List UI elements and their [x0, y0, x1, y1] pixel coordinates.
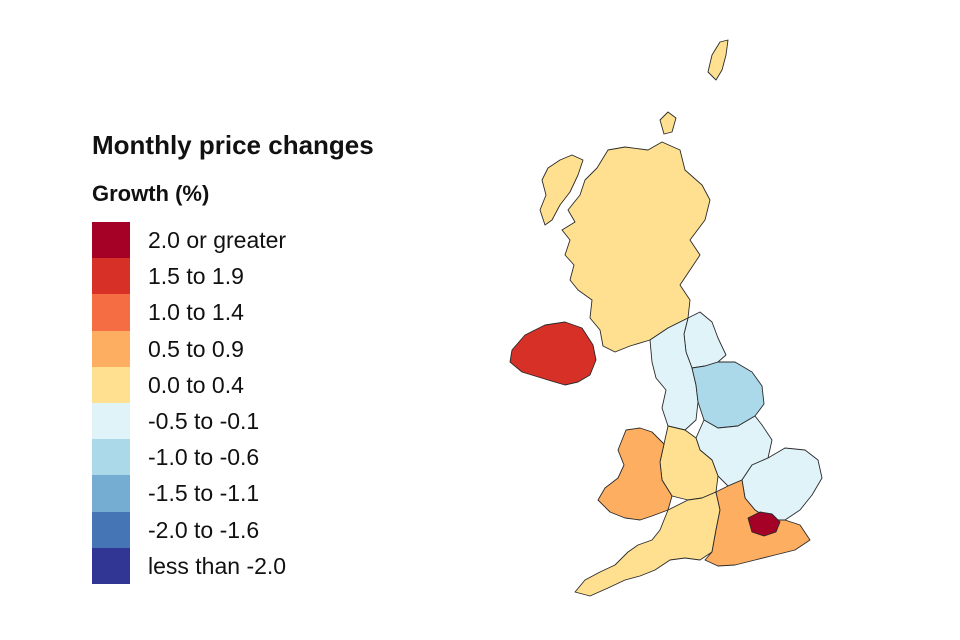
legend-swatch	[92, 511, 130, 548]
region-yorkshire-humber	[691, 361, 765, 429]
region-scotland-islands	[539, 39, 729, 226]
legend-swatch	[92, 402, 130, 440]
legend-swatch	[92, 258, 130, 295]
region-scotland	[561, 141, 711, 353]
legend-label: -0.5 to -0.1	[148, 407, 260, 434]
region-northern-ireland	[509, 321, 597, 386]
region-wales	[597, 427, 673, 521]
legend-swatch	[92, 222, 130, 259]
legend-label: -1.5 to -1.1	[148, 480, 260, 507]
legend-swatch	[92, 366, 130, 403]
legend-label: less than -2.0	[148, 552, 287, 579]
legend-label: 0.0 to 0.4	[148, 371, 244, 398]
legend-label: -1.0 to -0.6	[148, 444, 260, 471]
legend-title: Monthly price changes	[92, 130, 374, 160]
legend-label: 1.0 to 1.4	[148, 299, 244, 326]
legend-swatch	[92, 439, 130, 476]
legend-swatch	[92, 330, 130, 367]
legend-swatch	[92, 475, 130, 512]
legend-label: 2.0 or greater	[148, 227, 287, 253]
legend-label: 1.5 to 1.9	[148, 263, 244, 290]
legend-swatch	[92, 547, 130, 584]
legend-swatch	[92, 294, 130, 331]
legend-label: -2.0 to -1.6	[148, 516, 260, 543]
legend-label: 0.5 to 0.9	[148, 335, 244, 362]
region-north-east	[683, 311, 727, 369]
region-london	[747, 511, 781, 537]
legend-subtitle: Growth (%)	[92, 181, 210, 206]
region-north-west	[649, 317, 699, 431]
